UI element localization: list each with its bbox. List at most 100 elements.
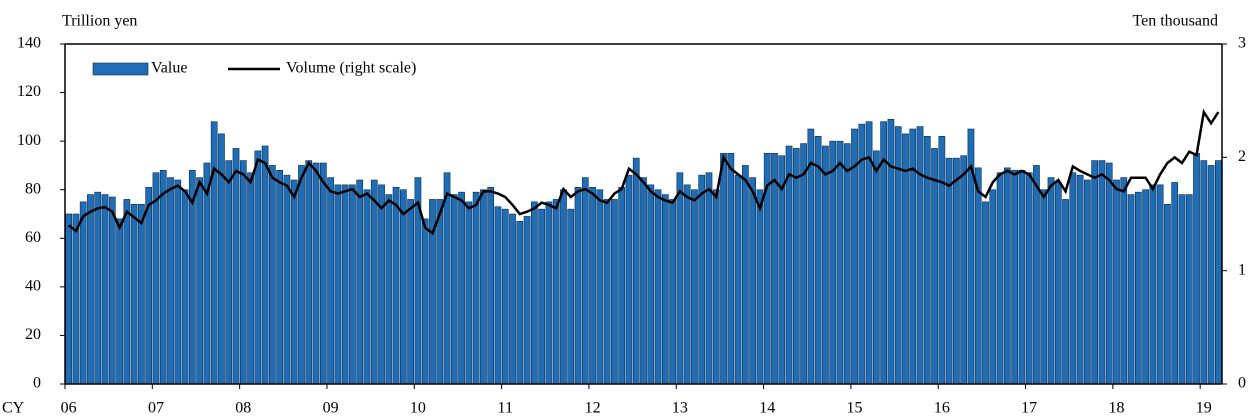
bar xyxy=(705,172,713,385)
bar xyxy=(843,143,851,385)
x-tick-label: 10 xyxy=(410,400,426,417)
bar xyxy=(523,216,531,385)
bar xyxy=(974,167,982,385)
bar xyxy=(960,155,968,385)
y-tick-label: 20 xyxy=(25,326,41,343)
bar xyxy=(611,199,618,385)
bar xyxy=(953,157,960,385)
bar xyxy=(1185,194,1193,385)
bar xyxy=(836,140,844,385)
bar xyxy=(203,162,211,385)
bar xyxy=(530,201,538,385)
bar xyxy=(341,184,349,385)
bar xyxy=(327,177,334,385)
y-axis-label: Trillion yen xyxy=(62,13,137,30)
bar xyxy=(698,174,706,385)
bar xyxy=(1207,165,1215,385)
x-tick-label: 06 xyxy=(61,400,77,417)
bar xyxy=(982,201,989,385)
bar xyxy=(720,152,727,385)
bar xyxy=(669,199,676,385)
x-tick-label: 08 xyxy=(235,400,251,417)
x-tick-label: 18 xyxy=(1108,400,1124,417)
bar xyxy=(472,191,480,385)
bar xyxy=(640,177,647,385)
bar xyxy=(734,174,742,385)
bar xyxy=(407,199,415,385)
x-tick-label: 11 xyxy=(498,400,513,417)
y2-axis-label: Ten thousand xyxy=(1132,13,1218,30)
bar xyxy=(1142,189,1149,385)
bar xyxy=(872,150,880,385)
bar xyxy=(618,186,626,385)
bar xyxy=(334,184,342,385)
bar xyxy=(319,162,327,385)
bar xyxy=(349,184,356,385)
bar xyxy=(552,199,560,385)
bar xyxy=(1149,184,1157,385)
bar xyxy=(1062,199,1069,385)
bar xyxy=(458,191,465,385)
bar xyxy=(450,194,458,385)
bar xyxy=(1120,177,1128,385)
bar xyxy=(785,145,793,385)
x-tick-label: 19 xyxy=(1196,400,1212,417)
legend-label: Volume (right scale) xyxy=(286,60,416,77)
bar xyxy=(174,179,182,385)
bar xyxy=(894,126,902,385)
x-tick-label: 13 xyxy=(672,400,688,417)
bar xyxy=(480,189,487,385)
bar xyxy=(1171,182,1179,385)
bar xyxy=(654,189,662,385)
x-tick-label: 16 xyxy=(934,400,950,417)
bar xyxy=(574,186,582,385)
bar xyxy=(1033,165,1040,385)
y-tick-label: 100 xyxy=(17,132,41,149)
y-tick-label: 40 xyxy=(25,278,41,295)
y2-tick-label: 2 xyxy=(1238,148,1246,165)
bar xyxy=(1105,162,1113,385)
bar xyxy=(1098,160,1106,385)
bar xyxy=(94,191,102,385)
bar xyxy=(923,135,931,385)
y2-tick-label: 3 xyxy=(1238,35,1246,52)
bar xyxy=(589,186,596,385)
bar xyxy=(159,169,167,385)
legend-label: Value xyxy=(151,60,187,77)
bar xyxy=(683,184,691,385)
x-tick-label: 17 xyxy=(1021,400,1037,417)
bar xyxy=(996,172,1004,385)
bar xyxy=(1084,179,1091,385)
bar xyxy=(421,218,429,385)
bar xyxy=(1113,179,1120,385)
y2-tick-label: 1 xyxy=(1238,261,1246,278)
bar xyxy=(72,213,80,385)
bar xyxy=(1076,174,1084,385)
bar xyxy=(283,174,291,385)
bar xyxy=(247,172,254,385)
bar xyxy=(916,126,924,385)
bar xyxy=(676,172,684,385)
bar xyxy=(298,165,305,385)
bar xyxy=(1018,169,1026,385)
x-tick-label: 15 xyxy=(847,400,863,417)
bar xyxy=(487,186,495,385)
bar xyxy=(269,165,276,385)
bar xyxy=(1011,169,1018,385)
bar xyxy=(661,194,669,385)
bar xyxy=(363,189,371,385)
bar xyxy=(210,121,218,385)
x-tick-label: 09 xyxy=(323,400,339,417)
x-tick-label: 14 xyxy=(759,400,775,417)
bar xyxy=(814,135,822,385)
bar xyxy=(378,184,385,385)
bar xyxy=(1127,194,1135,385)
x-tick-label: 12 xyxy=(585,400,601,417)
bar xyxy=(1164,203,1171,385)
bar xyxy=(625,174,633,385)
bar xyxy=(1047,177,1055,385)
bar xyxy=(727,152,735,385)
bar xyxy=(138,203,145,385)
x-axis-label: CY xyxy=(2,400,25,417)
